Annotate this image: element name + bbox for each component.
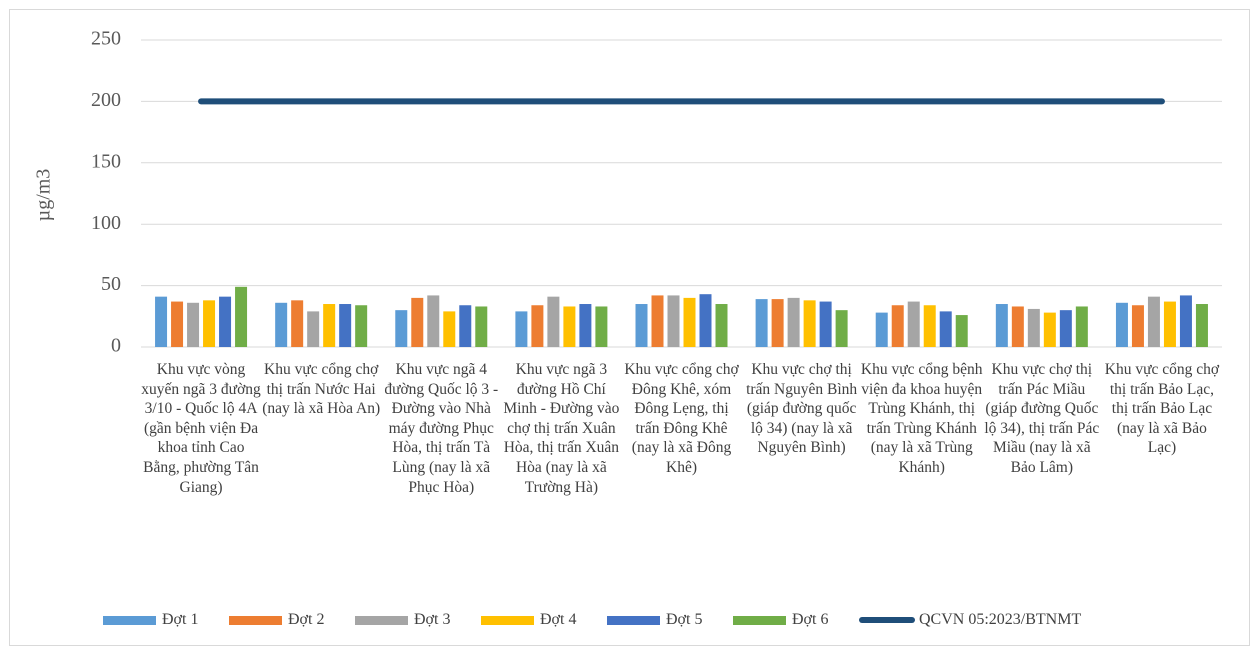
bar	[635, 304, 648, 347]
y-tick-label: 100	[91, 212, 121, 234]
y-tick-label: 0	[111, 335, 121, 357]
bar	[891, 305, 904, 347]
bar	[955, 315, 968, 347]
x-tick-label: Khu vực cổng chợ thị trấn Bảo Lạc, thị t…	[1104, 361, 1220, 457]
legend-swatch	[481, 615, 534, 625]
bar	[547, 296, 560, 347]
bar	[411, 297, 424, 347]
bar	[995, 304, 1008, 347]
x-tick-label: Khu vực ngã 3 đường Hồ Chí Minh - Đường …	[503, 361, 620, 496]
bar	[875, 312, 888, 347]
y-tick-label: 150	[91, 150, 121, 172]
chart-border	[9, 9, 1250, 646]
legend-label: Đợt 2	[288, 611, 325, 628]
bar	[1179, 295, 1192, 347]
bar	[1011, 306, 1024, 347]
bar	[819, 301, 832, 347]
legend-swatch	[229, 615, 282, 625]
bar	[715, 304, 728, 347]
x-tick-label: Khu vực vòng xuyến ngã 3 đường 3/10 - Qu…	[141, 361, 261, 496]
bar	[339, 304, 352, 347]
bar	[1195, 304, 1208, 347]
bar	[443, 311, 456, 347]
bar	[171, 301, 184, 347]
legend-swatch	[607, 615, 660, 625]
bar	[939, 311, 952, 347]
bar	[1115, 302, 1128, 347]
legend-item: Đợt 4	[481, 610, 576, 630]
legend-swatch	[733, 615, 786, 625]
bar	[595, 306, 608, 347]
legend-swatch	[859, 617, 915, 623]
legend-label: Đợt 4	[540, 611, 577, 628]
x-tick-label: Khu vực chợ thị trấn Nguyên Bình (giáp đ…	[746, 361, 858, 457]
legend-item: Đợt 2	[229, 610, 324, 630]
x-tick-label: Khu vực cổng chợ thị trấn Nước Hai (nay …	[262, 361, 381, 418]
bar	[355, 305, 368, 347]
bar	[323, 304, 336, 347]
bar	[1059, 310, 1072, 347]
bar	[515, 311, 528, 347]
y-axis-label: µg/m3	[33, 169, 55, 222]
y-tick-label: 50	[101, 273, 121, 295]
legend-label: Đợt 1	[162, 611, 199, 628]
legend-item: Đợt 5	[607, 610, 702, 630]
bar	[907, 301, 920, 347]
bar	[275, 302, 288, 347]
bar	[459, 305, 472, 347]
bar	[835, 310, 848, 347]
bar	[155, 296, 168, 347]
x-tick-label: Khu vực cổng chợ Đông Khê, xóm Đông Lẹng…	[624, 361, 739, 476]
bar	[1043, 312, 1056, 347]
bar	[427, 295, 440, 347]
bar	[803, 300, 816, 347]
legend-label: QCVN 05:2023/BTNMT	[919, 611, 1082, 628]
bar	[235, 286, 248, 347]
bar	[1027, 308, 1040, 347]
legend-item: QCVN 05:2023/BTNMT	[859, 610, 1081, 630]
y-tick-label: 250	[91, 28, 121, 50]
bar	[651, 295, 664, 347]
bar	[187, 302, 200, 347]
bar	[683, 297, 696, 347]
bar	[787, 297, 800, 347]
legend-item: Đợt 1	[103, 610, 198, 630]
y-tick-label: 200	[91, 89, 121, 111]
bar	[771, 299, 784, 347]
legend-item: Đợt 6	[733, 610, 828, 630]
bar	[1075, 306, 1088, 347]
bar	[475, 306, 488, 347]
bar	[579, 304, 592, 347]
bar	[699, 294, 712, 347]
legend-swatch	[103, 615, 156, 625]
legend-label: Đợt 6	[792, 611, 829, 628]
bar	[1131, 305, 1144, 347]
x-tick-label: Khu vực chợ thị trấn Pác Miầu (giáp đườn…	[984, 361, 1100, 476]
bar	[307, 311, 320, 347]
bar	[531, 305, 544, 347]
legend-label: Đợt 3	[414, 611, 451, 628]
bar	[755, 299, 768, 347]
bar	[219, 296, 232, 347]
x-tick-label: Khu vực ngã 4 đường Quốc lộ 3 - Đường và…	[384, 361, 499, 496]
bar	[291, 300, 304, 347]
bar	[1163, 301, 1176, 347]
legend-item: Đợt 3	[355, 610, 450, 630]
bar	[563, 306, 576, 347]
legend-swatch	[355, 615, 408, 625]
bar	[1147, 296, 1160, 347]
x-tick-label: Khu vực cổng bệnh viện đa khoa huyện Trù…	[860, 361, 983, 476]
bar	[395, 310, 408, 347]
legend-label: Đợt 5	[666, 611, 703, 628]
bar	[667, 295, 680, 347]
bar	[923, 305, 936, 347]
bar	[203, 300, 216, 347]
